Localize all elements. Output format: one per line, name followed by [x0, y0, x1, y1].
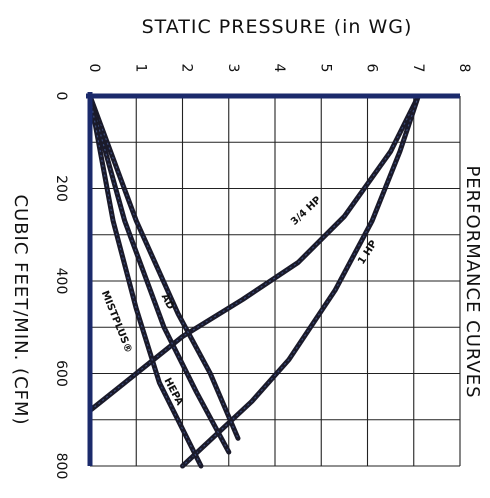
series-highlight-1: [182, 95, 419, 467]
y-tick-label: 200: [53, 175, 69, 202]
x-tick-label: 6: [364, 64, 380, 73]
series-highlight-2: [89, 95, 239, 439]
grid: [89, 95, 461, 467]
tick-labels: 0 1 2 3 4 5 6 7 8 0 200 400 600 800: [53, 64, 472, 480]
y-tick-label: 400: [53, 268, 69, 295]
y-tick-label: 0: [53, 92, 69, 101]
series-label-three-quarter-hp: 3/4 HP: [289, 195, 323, 228]
chart-title: STATIC PRESSURE (in WG): [142, 16, 413, 38]
x-tick-label: 3: [225, 64, 241, 73]
y-axis-label: CUBIC FEET/MIN. (CFM): [10, 194, 31, 425]
x-tick-label: 2: [179, 64, 195, 73]
x-tick-label: 1: [132, 64, 148, 73]
y-tick-label: 800: [53, 453, 69, 480]
curves: [87, 93, 421, 469]
x-tick-label: 5: [317, 64, 333, 73]
series-label-mistplus: MISTPLUS®: [99, 289, 134, 355]
x-tick-label: 7: [410, 64, 426, 73]
series-highlight-0: [89, 95, 419, 411]
series-highlight-4: [89, 95, 202, 467]
x-tick-label: 4: [271, 64, 287, 73]
side-title: PERFORMANCE CURVES: [462, 165, 483, 398]
series-highlight-3: [89, 95, 230, 453]
x-tick-label: 8: [456, 64, 472, 73]
y-tick-label: 600: [53, 360, 69, 387]
axes: [86, 92, 460, 466]
x-tick-label: 0: [86, 64, 102, 73]
